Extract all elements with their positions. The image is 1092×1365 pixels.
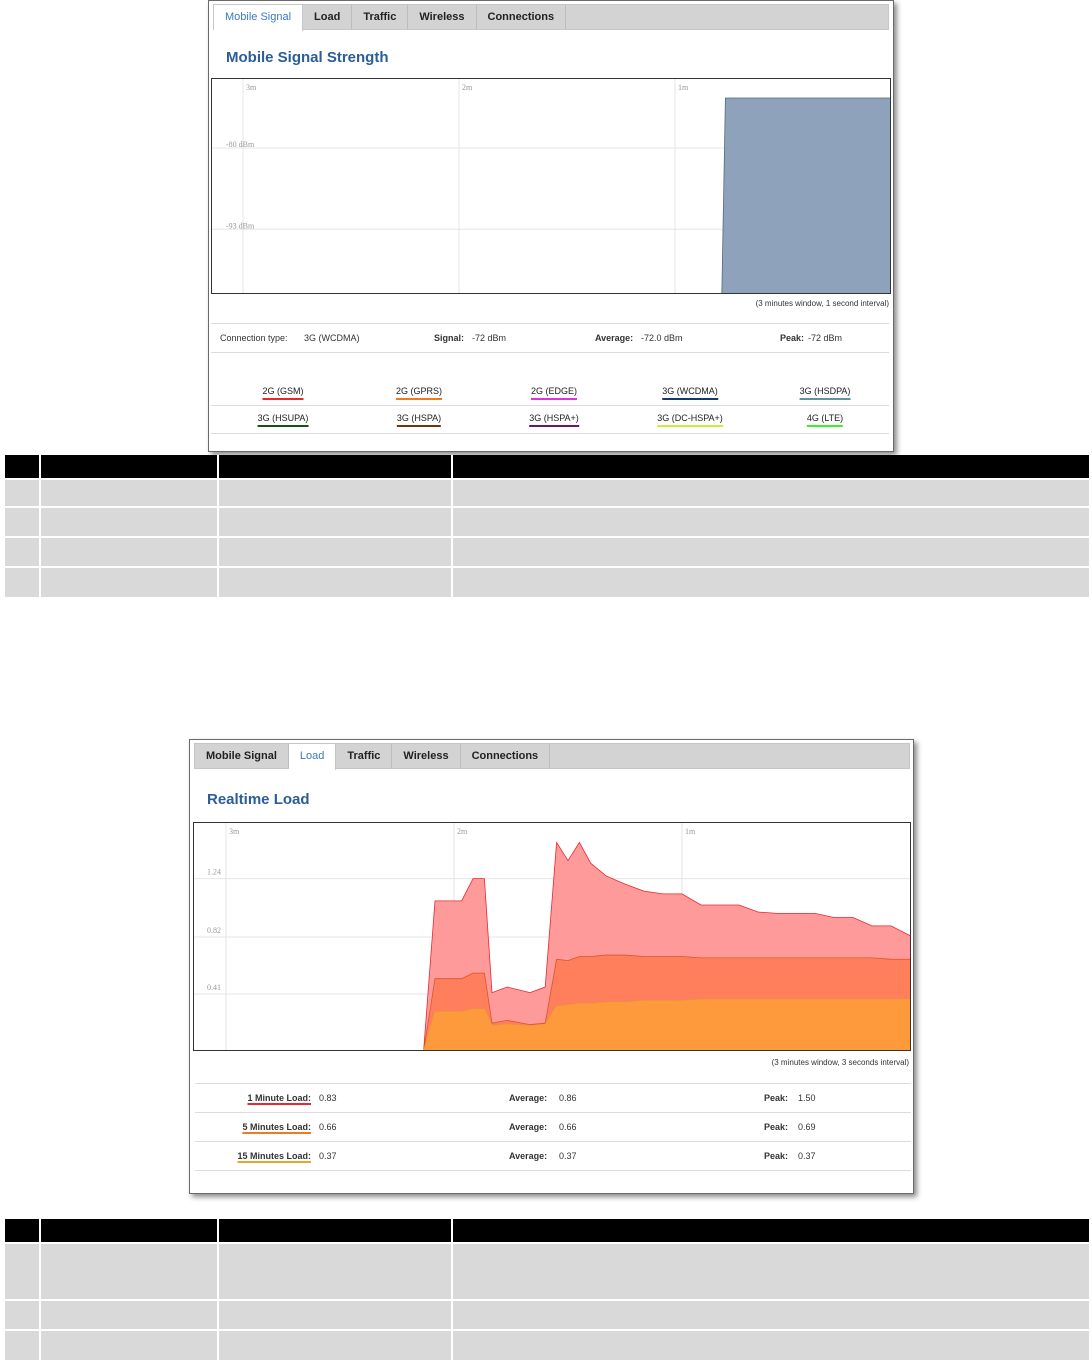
window-note: (3 minutes window, 3 seconds interval) [771, 1058, 909, 1067]
tab-traffic[interactable]: Traffic [352, 5, 409, 29]
load-row-1min: 1 Minute Load: 0.83 Average: 0.86 Peak: … [190, 1083, 912, 1112]
table-row [5, 506, 1089, 537]
tab-load[interactable]: Load [303, 5, 353, 29]
load-row-15min: 15 Minutes Load: 0.37 Average: 0.37 Peak… [190, 1141, 912, 1170]
signal-label: Signal: [434, 333, 465, 343]
table-row [5, 536, 1089, 567]
load-1min-label: 1 Minute Load: [247, 1093, 312, 1103]
page-title: Realtime Load [207, 791, 310, 808]
y-tick-label: 0.41 [207, 983, 221, 992]
load-5min-peak-label: Peak: [764, 1122, 789, 1132]
connection-type-value: 3G (WCDMA) [304, 333, 360, 343]
tab-bar: Mobile Signal Load Traffic Wireless Conn… [213, 4, 889, 31]
load-chart: 3m 2m 1m 1.24 0.82 0.41 [193, 822, 911, 1051]
divider [195, 1083, 911, 1084]
table-header-row [5, 1219, 1089, 1243]
divider [195, 1112, 911, 1113]
load-1min-value: 0.83 [319, 1093, 337, 1103]
legend-2g-gsm: 2G (GSM) [262, 386, 304, 400]
tab-wireless[interactable]: Wireless [392, 744, 461, 768]
doc-table-1 [5, 455, 1089, 597]
signal-info-row: Connection type: 3G (WCDMA) Signal: -72 … [220, 333, 880, 347]
load-1min-average-value: 0.86 [559, 1093, 577, 1103]
load-1min-peak-value: 1.50 [798, 1093, 816, 1103]
divider [211, 433, 889, 434]
legend-3g-hsdpa: 3G (HSDPA) [799, 386, 851, 400]
y-tick-label: -93 dBm [226, 221, 255, 230]
divider [211, 352, 889, 353]
x-tick-label: 2m [457, 827, 468, 836]
connection-type-label: Connection type: [220, 333, 288, 343]
legend-2g-gprs: 2G (GPRS) [395, 386, 443, 400]
tab-connections[interactable]: Connections [461, 744, 551, 768]
load-5min-average-label: Average: [509, 1122, 548, 1132]
divider [211, 405, 889, 406]
load-5min-value: 0.66 [319, 1122, 337, 1132]
table-row [5, 1242, 1089, 1300]
signal-area [721, 97, 890, 293]
table-row [5, 566, 1089, 597]
peak-label: Peak: [780, 333, 805, 343]
table-row [5, 1329, 1089, 1360]
page-title: Mobile Signal Strength [226, 49, 389, 66]
load-15min-peak-label: Peak: [764, 1151, 789, 1161]
x-tick-label: 1m [685, 827, 696, 836]
divider [195, 1170, 911, 1171]
y-tick-label: 0.82 [207, 926, 221, 935]
load-row-5min: 5 Minutes Load: 0.66 Average: 0.66 Peak:… [190, 1112, 912, 1141]
average-label: Average: [595, 333, 634, 343]
legend-2g-edge: 2G (EDGE) [530, 386, 578, 400]
load-15min-area [423, 999, 910, 1050]
load-5min-label: 5 Minutes Load: [242, 1122, 311, 1132]
divider [195, 1141, 911, 1142]
mobile-signal-screenshot: Mobile Signal Load Traffic Wireless Conn… [208, 0, 894, 452]
x-tick-label: 2m [462, 83, 473, 92]
load-15min-average-value: 0.37 [559, 1151, 577, 1161]
y-tick-label: -80 dBm [226, 140, 255, 149]
tab-load[interactable]: Load [288, 744, 337, 770]
x-tick-label: 3m [246, 83, 257, 92]
legend-3g-dc-hspa-plus: 3G (DC-HSPA+) [657, 413, 723, 427]
load-5min-peak-value: 0.69 [798, 1122, 816, 1132]
legend-3g-hsupa: 3G (HSUPA) [257, 413, 309, 427]
load-chart-svg: 3m 2m 1m 1.24 0.82 0.41 [194, 823, 910, 1050]
tab-bar: Mobile Signal Load Traffic Wireless Conn… [194, 743, 910, 770]
window-note: (3 minutes window, 1 second interval) [755, 299, 889, 308]
legend-4g-lte: 4G (LTE) [806, 413, 844, 427]
x-tick-label: 1m [678, 83, 689, 92]
doc-table-2 [5, 1219, 1089, 1360]
average-value: -72.0 dBm [641, 333, 683, 343]
tab-traffic[interactable]: Traffic [336, 744, 393, 768]
load-15min-value: 0.37 [319, 1151, 337, 1161]
legend-3g-hspa-plus: 3G (HSPA+) [529, 413, 579, 427]
load-15min-peak-value: 0.37 [798, 1151, 816, 1161]
peak-value: -72 dBm [808, 333, 843, 343]
load-15min-label: 15 Minutes Load: [237, 1151, 311, 1161]
table-row [5, 478, 1089, 507]
load-15min-average-label: Average: [509, 1151, 548, 1161]
table-row [5, 1299, 1089, 1330]
x-tick-label: 3m [229, 827, 240, 836]
y-tick-label: 1.24 [207, 868, 221, 877]
load-1min-peak-label: Peak: [764, 1093, 789, 1103]
legend-3g-hspa: 3G (HSPA) [396, 413, 442, 427]
signal-value: -72 dBm [472, 333, 507, 343]
tab-wireless[interactable]: Wireless [408, 5, 477, 29]
realtime-load-screenshot: Mobile Signal Load Traffic Wireless Conn… [189, 739, 914, 1194]
table-header-row [5, 455, 1089, 479]
tab-connections[interactable]: Connections [477, 5, 567, 29]
legend-3g-wcdma: 3G (WCDMA) [662, 386, 718, 400]
load-1min-average-label: Average: [509, 1093, 548, 1103]
divider [211, 323, 889, 324]
tab-mobile-signal[interactable]: Mobile Signal [195, 744, 289, 768]
load-5min-average-value: 0.66 [559, 1122, 577, 1132]
tab-mobile-signal[interactable]: Mobile Signal [214, 5, 304, 31]
